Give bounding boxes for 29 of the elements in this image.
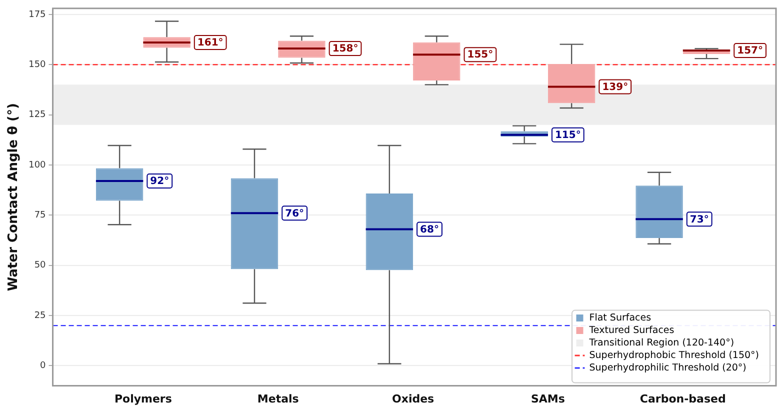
legend-label: Superhydrophilic Threshold (20°) (589, 362, 746, 374)
text: 139° (602, 82, 628, 93)
y-tick-label: 150 (28, 60, 46, 70)
x-tick-label: Oxides (392, 392, 435, 406)
legend-label: Flat Surfaces (589, 312, 652, 324)
x-tick-label: Metals (257, 392, 300, 406)
y-tick-label: 25 (34, 310, 46, 321)
text: 155° (467, 50, 494, 61)
text: 92° (150, 176, 170, 188)
text: 157° (737, 46, 763, 57)
text: 76° (285, 208, 304, 220)
y-tick-label: 0 (40, 361, 46, 372)
text: 161° (197, 38, 224, 49)
y-tick-label: 175 (28, 10, 46, 20)
text: 158° (332, 44, 358, 55)
text: 73° (690, 214, 709, 226)
y-tick-label: 50 (34, 260, 46, 271)
text: 68° (420, 224, 439, 236)
x-tick-label: Polymers (114, 392, 172, 406)
y-tick-label: 100 (28, 160, 46, 170)
y-tick-label: 125 (28, 110, 46, 120)
x-tick-label: Carbon-based (640, 392, 726, 406)
text: 115° (554, 130, 581, 141)
legend-label: Transitional Region (120-140°) (588, 338, 734, 349)
legend-label: Textured Surfaces (588, 325, 674, 336)
y-tick-label: 75 (34, 210, 46, 221)
y-axis-title: Water Contact Angle θ (°) (6, 103, 22, 292)
x-tick-label: SAMs (531, 392, 566, 406)
legend-label: Superhydrophobic Threshold (150°) (589, 350, 760, 362)
